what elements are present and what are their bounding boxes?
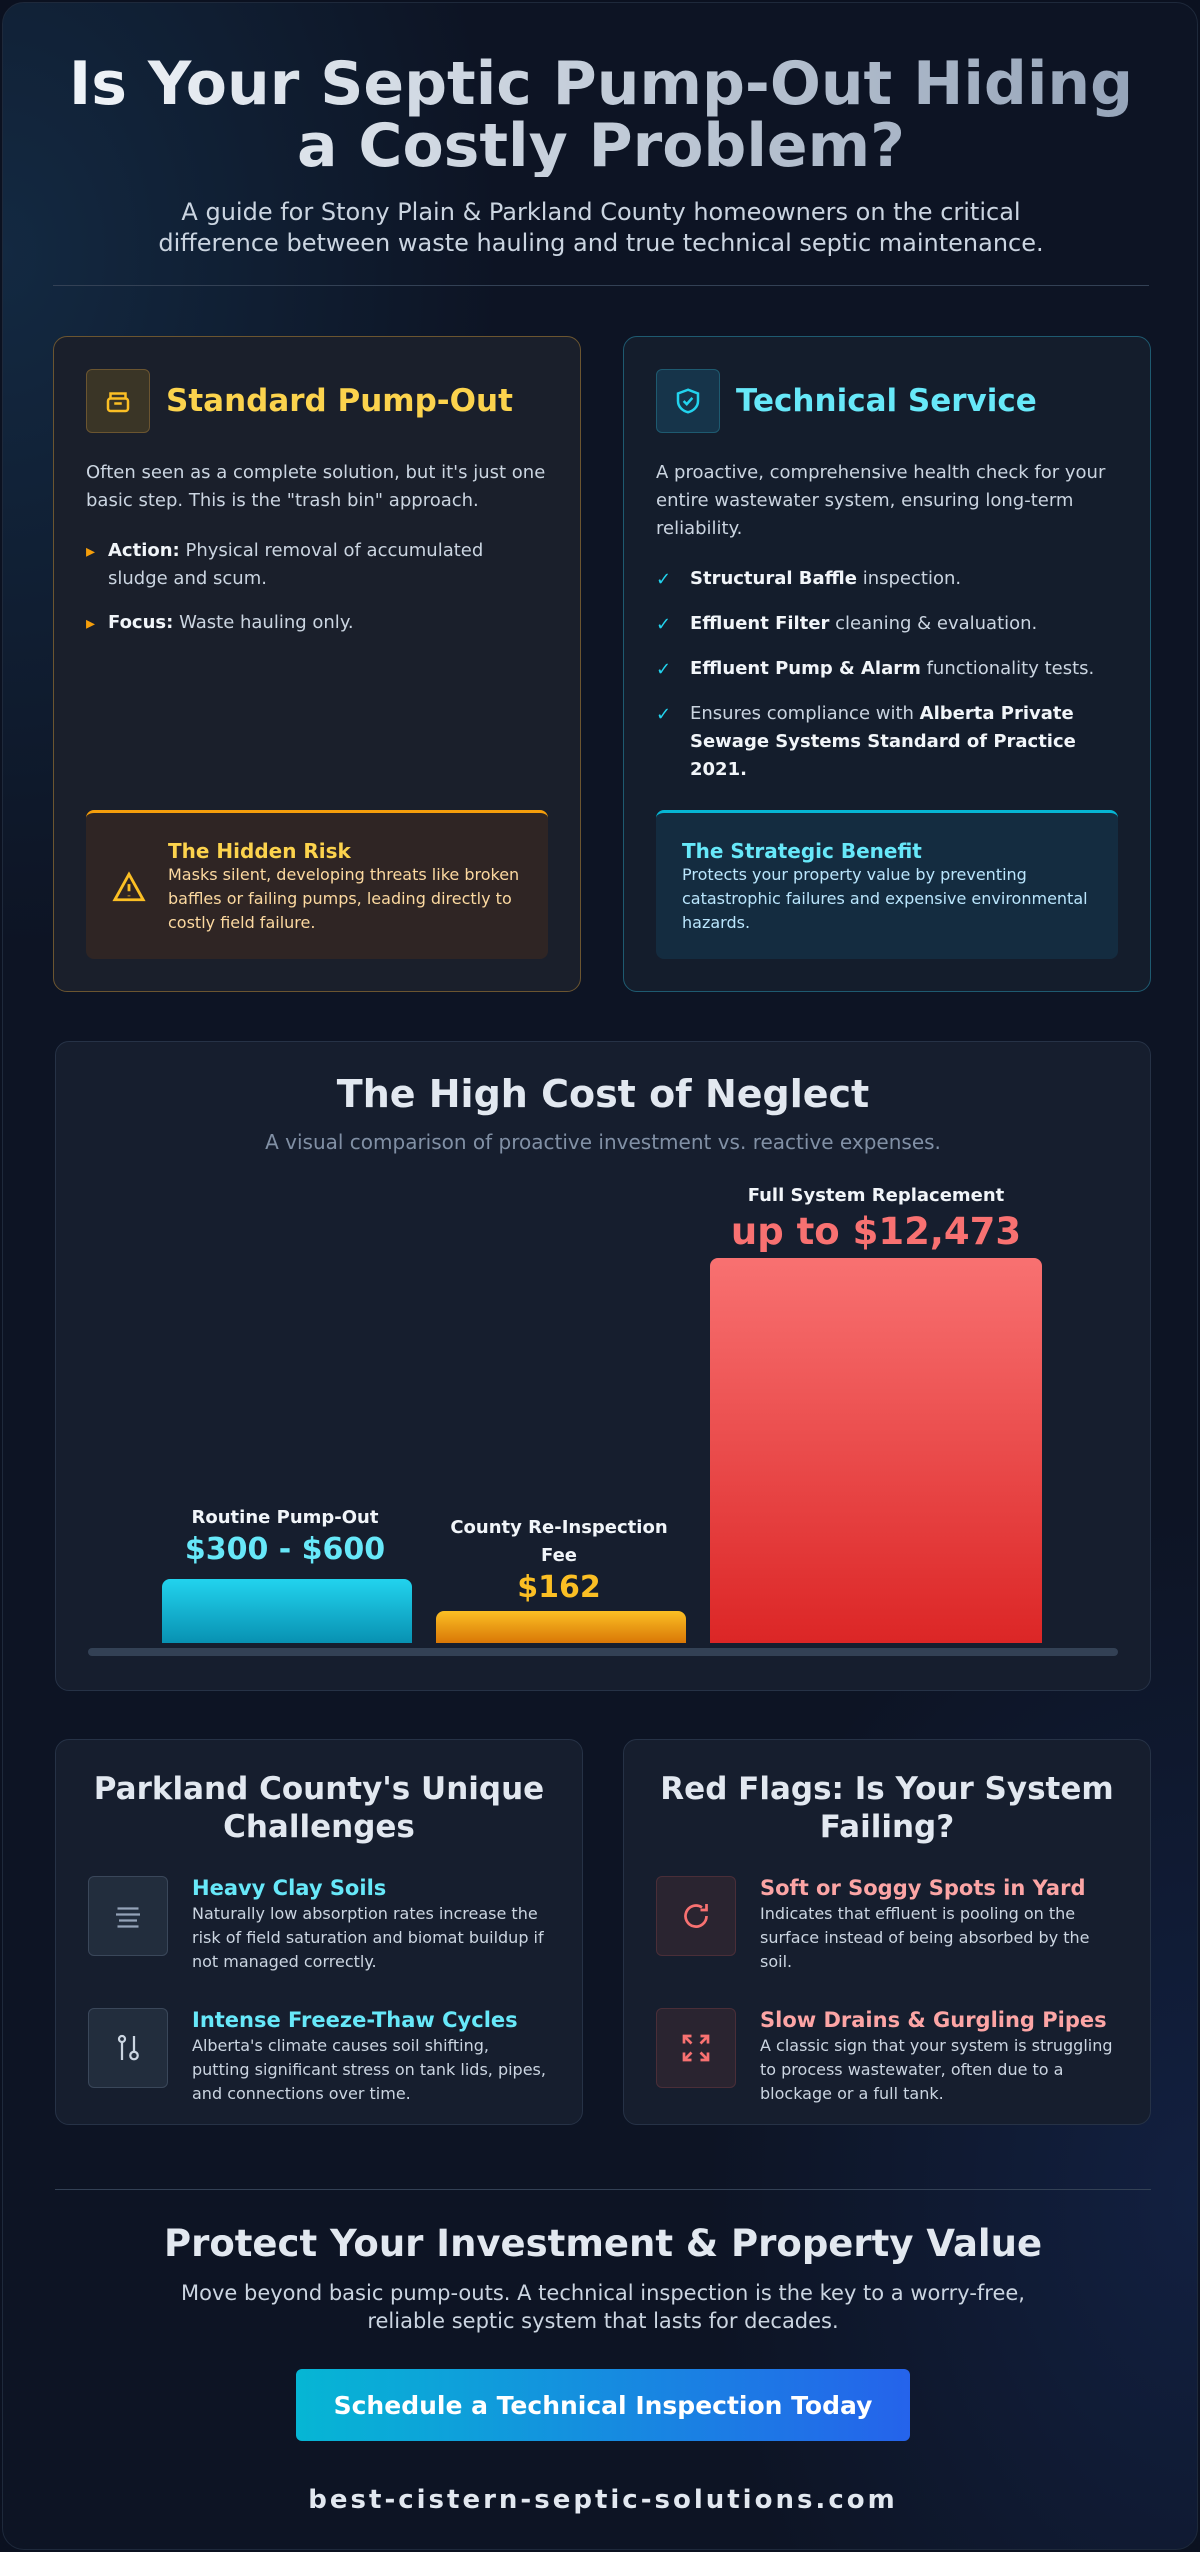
footer-text: Move beyond basic pump-outs. A technical… bbox=[181, 2281, 1025, 2333]
item-text: Naturally low absorption rates increase … bbox=[192, 1904, 544, 1971]
point-lead: Effluent Pump & Alarm bbox=[690, 658, 921, 679]
point-text: Ensures compliance with bbox=[690, 703, 914, 724]
item-text: Indicates that effluent is pooling on th… bbox=[760, 1904, 1090, 1971]
section-subtitle: A visual comparison of proactive investm… bbox=[265, 1130, 941, 1154]
section-title: Parkland County's Unique Challenges bbox=[93, 1771, 545, 1845]
bar bbox=[162, 1579, 412, 1643]
point-lead: Focus: bbox=[108, 612, 174, 633]
point-text: inspection. bbox=[862, 568, 962, 589]
bar-label: County Re-Inspection Fee $162 bbox=[434, 1514, 684, 1605]
bar bbox=[436, 1611, 686, 1643]
bar-name: County Re-Inspection Fee bbox=[450, 1517, 668, 1566]
footer-title: Protect Your Investment & Property Value bbox=[163, 2222, 1043, 2265]
item-title: Slow Drains & Gurgling Pipes bbox=[760, 2008, 1107, 2032]
point-lead: Action: bbox=[108, 540, 180, 561]
bar bbox=[710, 1258, 1042, 1643]
bar-amount: up to $12,473 bbox=[730, 1210, 1022, 1253]
point: ✓ Ensures compliance with Alberta Private… bbox=[656, 703, 1076, 780]
point-lead: Structural Baffle bbox=[690, 568, 857, 589]
website: best-cistern-septic-solutions.com bbox=[308, 2485, 898, 2515]
baseline bbox=[88, 1648, 1118, 1656]
cta-button[interactable]: Schedule a Technical Inspection Today bbox=[296, 2369, 910, 2441]
callout-text: Protects your property value by preventi… bbox=[682, 865, 1088, 932]
bar-name: Routine Pump-Out bbox=[191, 1507, 379, 1528]
challenge: Heavy Clay Soils Naturally low absorption… bbox=[88, 1876, 550, 1974]
card-title: Technical Service bbox=[736, 383, 1037, 419]
bar-label: Routine Pump-Out $300 - $600 bbox=[160, 1504, 410, 1567]
point: ▸ Focus: Waste hauling only. bbox=[86, 612, 354, 634]
footer: Protect Your Investment & Property Value… bbox=[55, 2189, 1151, 2515]
bar-name: Full System Replacement bbox=[747, 1185, 1005, 1206]
technical-card: Technical Service A proactive, comprehen… bbox=[623, 336, 1151, 992]
challenge: Intense Freeze-Thaw Cycles Alberta's clim… bbox=[88, 2008, 550, 2106]
bar-amount: $162 bbox=[517, 1570, 601, 1605]
point: ▸ Action: Physical removal of accumulated… bbox=[86, 540, 484, 589]
card-intro: A proactive, comprehensive health check … bbox=[656, 462, 1106, 539]
point-text: cleaning & evaluation. bbox=[835, 613, 1038, 634]
item-title: Intense Freeze-Thaw Cycles bbox=[192, 2008, 518, 2032]
callout-text: Masks silent, developing threats like br… bbox=[168, 865, 520, 932]
section-title: The High Cost of Neglect bbox=[336, 1072, 870, 1116]
point-lead: Effluent Filter bbox=[690, 613, 830, 634]
card-intro: Often seen as a complete solution, but i… bbox=[86, 462, 546, 511]
callout-title: The Hidden Risk bbox=[168, 839, 351, 863]
bar-amount: $300 - $600 bbox=[184, 1532, 386, 1567]
risk-callout: The Hidden Risk Masks silent, developing … bbox=[86, 810, 548, 959]
callout-title: The Strategic Benefit bbox=[682, 839, 922, 863]
point-text: Physical removal of accumulated sludge a… bbox=[108, 540, 484, 589]
item-title: Soft or Soggy Spots in Yard bbox=[760, 1876, 1086, 1900]
divider bbox=[55, 2189, 1151, 2190]
header: Is Your Septic Pump-Out Hiding a Costly … bbox=[53, 53, 1149, 259]
bin-icon bbox=[86, 369, 150, 433]
point-emphasis: Alberta Private Sewage Systems Standard … bbox=[690, 703, 1076, 780]
subtitle: A guide for Stony Plain & Parkland Count… bbox=[158, 198, 1044, 257]
point: ✓ Effluent Pump & Alarm functionality tes… bbox=[656, 658, 1095, 680]
red-flag: Soft or Soggy Spots in Yard Indicates tha… bbox=[656, 1876, 1118, 1974]
item-text: Alberta's climate causes soil shifting, … bbox=[192, 2036, 546, 2103]
bar-label: Full System Replacement up to $12,473 bbox=[708, 1182, 1044, 1253]
section-title: Red Flags: Is Your System Failing? bbox=[660, 1771, 1114, 1845]
shield-icon bbox=[656, 369, 720, 433]
item-text: A classic sign that your system is strug… bbox=[760, 2036, 1113, 2103]
item-title: Heavy Clay Soils bbox=[192, 1876, 387, 1900]
red-flags-section: Red Flags: Is Your System Failing? Soft … bbox=[623, 1739, 1151, 2125]
challenges-section: Parkland County's Unique Challenges Heav… bbox=[55, 1739, 583, 2125]
title: Is Your Septic Pump-Out Hiding a Costly … bbox=[53, 53, 1149, 177]
point: ✓ Effluent Filter cleaning & evaluation. bbox=[656, 613, 1038, 635]
card-title: Standard Pump-Out bbox=[166, 383, 513, 419]
point: ✓ Structural Baffle inspection. bbox=[656, 568, 962, 590]
red-flag: Slow Drains & Gurgling Pipes A classic si… bbox=[656, 2008, 1118, 2106]
point-text: functionality tests. bbox=[926, 658, 1095, 679]
benefit-callout: The Strategic Benefit Protects your prope… bbox=[656, 810, 1118, 959]
standard-card: Standard Pump-Out Often seen as a comple… bbox=[53, 336, 581, 992]
cost-section: The High Cost of Neglect A visual compar… bbox=[55, 1041, 1151, 1691]
point-text: Waste hauling only. bbox=[179, 612, 354, 633]
divider bbox=[53, 285, 1149, 286]
